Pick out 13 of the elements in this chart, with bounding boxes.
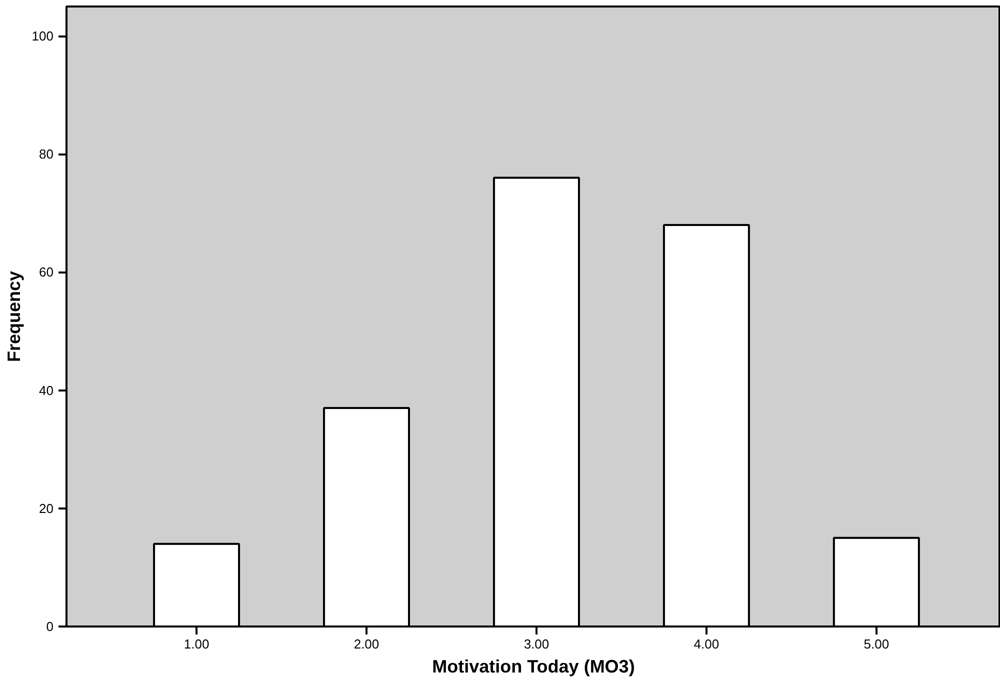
x-tick-label: 2.00 [354, 636, 380, 652]
y-tick-label: 60 [39, 264, 54, 280]
y-tick-label: 20 [39, 500, 54, 516]
y-tick-label: 40 [39, 382, 54, 398]
y-tick-label: 80 [39, 146, 54, 162]
y-tick-label: 100 [32, 28, 54, 44]
x-tick-label: 4.00 [694, 636, 720, 652]
y-tick-label: 0 [46, 619, 54, 634]
x-axis-title: Motivation Today (MO3) [432, 656, 635, 676]
x-tick-label: 3.00 [524, 636, 550, 652]
x-tick-label: 1.00 [184, 636, 210, 652]
y-axis-title: Frequency [4, 270, 24, 362]
x-tick-label: 5.00 [864, 636, 890, 652]
